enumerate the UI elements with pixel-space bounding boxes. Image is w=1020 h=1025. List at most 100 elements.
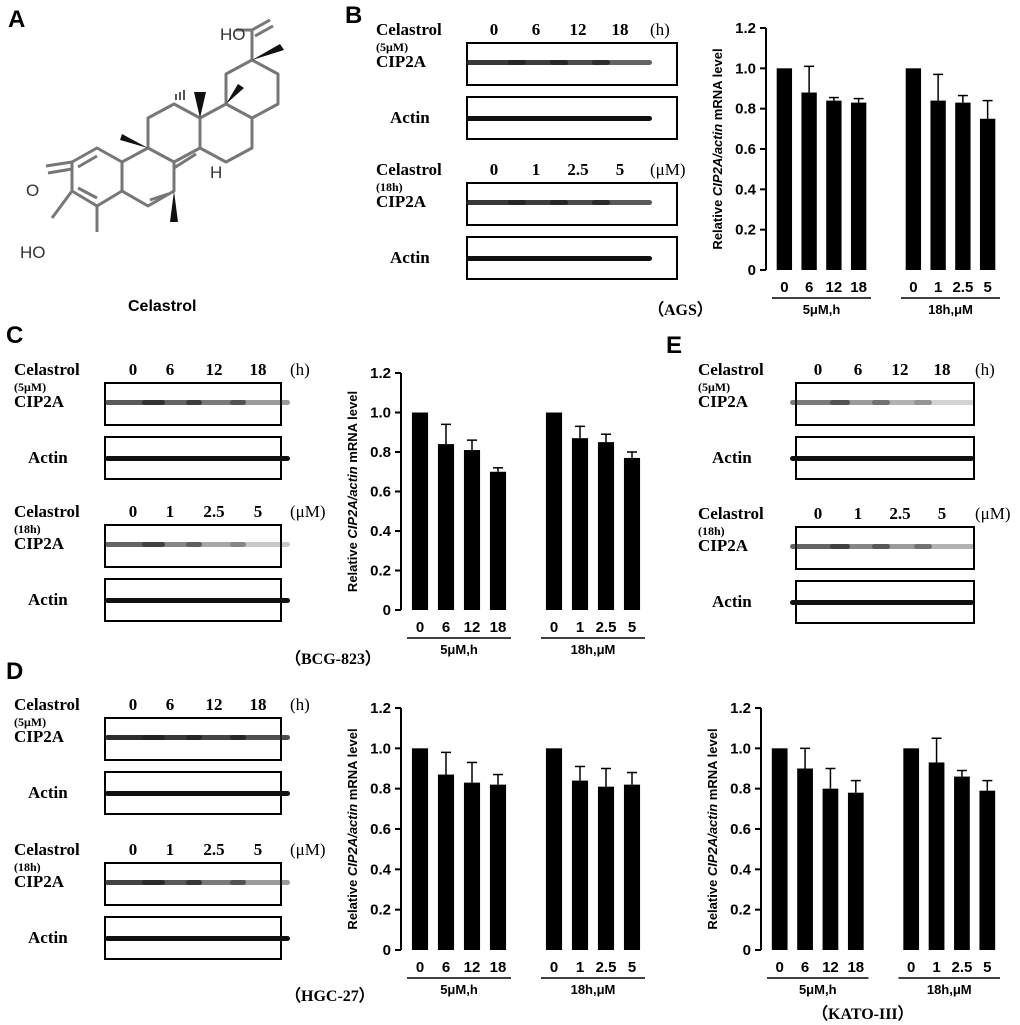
blot-band [230, 400, 290, 405]
bar [954, 776, 970, 950]
D-control-label: Actin [28, 783, 68, 802]
structure-caption: Celastrol [128, 298, 197, 315]
blot-band [186, 456, 246, 461]
D-target-label-2: CIP2A [14, 872, 65, 891]
C-cip2a-dose-blot [104, 524, 290, 568]
blot-band [230, 791, 290, 796]
blot-band [186, 880, 246, 885]
bar [571, 780, 589, 950]
y-tick-label: 0 [743, 942, 751, 959]
x-tick-label: 5 [628, 619, 636, 636]
blot-band [230, 542, 290, 547]
bar [597, 786, 615, 950]
blot-band [592, 116, 652, 121]
E-dose-lane-label: 0 [813, 504, 823, 523]
bar [489, 471, 507, 610]
B-treatment-label-2: Celastrol [376, 160, 442, 179]
blot-band [105, 400, 165, 405]
panel-label-c: C [6, 322, 24, 349]
C-control-label: Actin [28, 448, 68, 467]
D-treatment-label: Celastrol [14, 695, 80, 714]
bar [905, 68, 922, 270]
blot-band [872, 456, 932, 461]
group-label: 18h,μM [927, 982, 972, 997]
B-actin-dose-blot [466, 236, 678, 280]
y-tick-label: 0.8 [370, 444, 391, 461]
E-dose-condition: (18h) [698, 524, 725, 538]
B-dose-lane-label: 5 [615, 160, 625, 179]
y-tick-label: 0.6 [735, 141, 756, 158]
blot-band [872, 544, 932, 549]
bar [463, 782, 481, 950]
C-dose-unit-label: (μM) [290, 502, 326, 521]
x-tick-label: 1 [934, 279, 942, 296]
D-dose-lane-label: 0 [128, 840, 138, 859]
C-treatment-label: Celastrol [14, 360, 80, 379]
x-tick-label: 12 [822, 959, 839, 976]
bar [850, 102, 867, 270]
D-time-lane-label: 0 [128, 695, 138, 714]
blot-band [508, 116, 568, 121]
E-target-label-2: CIP2A [698, 536, 749, 555]
blot-band [230, 735, 290, 740]
blot-band [872, 600, 932, 605]
y-tick-label: 0.6 [370, 484, 391, 501]
x-tick-label: 6 [801, 959, 809, 976]
x-tick-label: 5 [983, 279, 991, 296]
blot-band [790, 600, 850, 605]
blot-band [230, 456, 290, 461]
x-tick-label: 0 [550, 959, 558, 976]
C-time-unit-label: (h) [290, 360, 310, 379]
x-tick-label: 5 [628, 959, 636, 976]
B-time-lane-label: 0 [489, 20, 499, 39]
blot-band [466, 256, 526, 261]
D-dose-lane-label: 1 [165, 840, 175, 859]
panel-label-d: D [6, 658, 24, 685]
D-dose-unit-label: (μM) [290, 840, 326, 859]
E-cip2a-dose-blot [790, 526, 975, 570]
y-tick-label: 1.0 [735, 60, 756, 77]
blot-band [592, 60, 652, 65]
E-treatment-label: Celastrol [698, 360, 764, 379]
y-tick-label: 0.4 [730, 861, 752, 878]
x-tick-label: 5 [983, 959, 991, 976]
group-label: 18h,μM [571, 642, 616, 657]
D-cip2a-dose-blot [104, 862, 290, 906]
blot-band [914, 600, 974, 605]
cell-line-kato3: （KATO-III） [812, 1006, 914, 1023]
C-time-lane-label: 18 [249, 360, 267, 379]
E-target-label: CIP2A [698, 392, 749, 411]
group-label: 5μM,h [440, 982, 478, 997]
D-actin-time-blot [104, 771, 290, 815]
D-dose-condition: (18h) [14, 860, 41, 874]
bar [437, 774, 455, 950]
x-tick-label: 6 [442, 959, 450, 976]
bar [847, 792, 864, 950]
bar [979, 790, 996, 950]
bar [463, 450, 481, 610]
blot-band [830, 400, 890, 405]
x-tick-label: 0 [416, 619, 424, 636]
x-tick-label: 2.5 [952, 959, 973, 976]
cell-line-ags: （AGS） [648, 302, 713, 319]
x-tick-label: 18 [490, 959, 507, 976]
bar [597, 442, 615, 610]
x-tick-label: 1 [576, 959, 584, 976]
bar [571, 438, 589, 610]
C-dose-lane-label: 5 [253, 502, 263, 521]
bar [955, 102, 971, 270]
C-dose-condition: (18h) [14, 522, 41, 536]
cell-line-bcg823: （BCG-823） [285, 651, 382, 668]
blot-band [592, 200, 652, 205]
B-dose-unit-label: (μM) [650, 160, 686, 179]
cell-line-hgc27: （HGC-27） [285, 988, 375, 1005]
E-dose-lane-label: 1 [853, 504, 863, 523]
D-time-lane-label: 12 [205, 695, 223, 714]
E-time-unit-label: (h) [975, 360, 995, 379]
chart-hgc27: 0 0.2 0.4 0.6 0.8 1.0 1.2 Relative CIP2A/actin … [345, 700, 645, 997]
B-time-lane-label: 6 [531, 20, 541, 39]
blot-band [105, 735, 165, 740]
bar [979, 118, 996, 270]
bar [437, 444, 455, 610]
bar [411, 412, 429, 610]
